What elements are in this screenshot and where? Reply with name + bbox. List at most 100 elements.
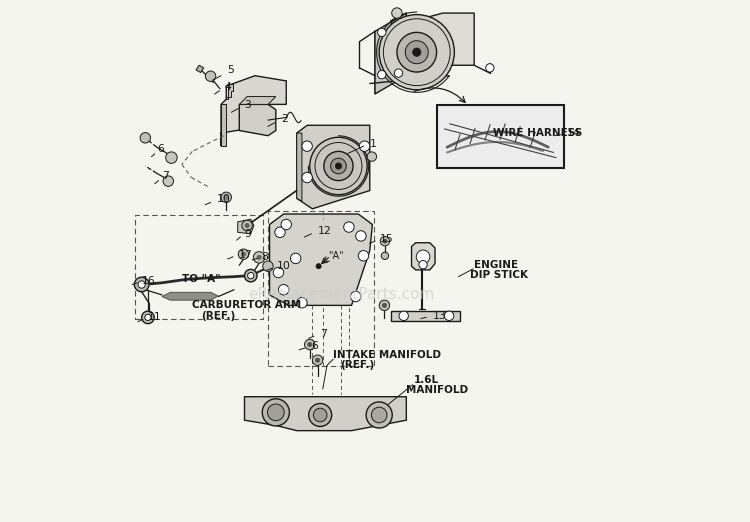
Circle shape [274, 227, 285, 238]
Circle shape [273, 267, 284, 278]
Circle shape [278, 284, 289, 295]
Circle shape [358, 251, 369, 261]
Circle shape [371, 407, 387, 423]
Text: 9: 9 [244, 229, 251, 239]
Polygon shape [239, 97, 276, 104]
Circle shape [138, 281, 146, 288]
Circle shape [405, 41, 428, 64]
Polygon shape [375, 13, 474, 94]
Text: DIP STICK: DIP STICK [470, 270, 528, 280]
Circle shape [399, 311, 409, 321]
Circle shape [324, 151, 353, 181]
Circle shape [224, 195, 229, 200]
Circle shape [356, 231, 366, 241]
Polygon shape [238, 219, 254, 234]
Circle shape [262, 399, 290, 426]
Circle shape [413, 48, 421, 56]
Text: WIRE HARNESS: WIRE HARNESS [493, 128, 582, 138]
Text: 10: 10 [217, 194, 231, 205]
Polygon shape [196, 65, 204, 73]
Circle shape [350, 291, 361, 302]
Text: 6: 6 [310, 340, 318, 351]
Circle shape [380, 300, 389, 311]
Polygon shape [162, 292, 218, 300]
Circle shape [221, 192, 232, 203]
Text: 3: 3 [244, 100, 251, 111]
Circle shape [262, 261, 273, 271]
Polygon shape [297, 125, 370, 209]
Circle shape [335, 163, 341, 169]
Circle shape [244, 269, 257, 282]
Text: 14: 14 [567, 128, 580, 138]
Text: 6: 6 [157, 144, 164, 155]
Polygon shape [221, 76, 286, 146]
Text: 16: 16 [142, 276, 156, 286]
Text: 7: 7 [163, 171, 170, 182]
Circle shape [145, 314, 151, 321]
Text: (REF.): (REF.) [201, 311, 236, 321]
Circle shape [134, 277, 149, 292]
Polygon shape [239, 104, 276, 136]
Circle shape [394, 69, 403, 77]
Text: 17: 17 [238, 250, 253, 260]
Circle shape [366, 402, 392, 428]
Text: "A": "A" [328, 251, 344, 261]
Text: 4: 4 [225, 82, 232, 92]
Circle shape [377, 70, 386, 79]
Circle shape [302, 172, 312, 183]
Polygon shape [375, 13, 406, 94]
Circle shape [142, 311, 154, 324]
Circle shape [312, 355, 322, 365]
Text: 11: 11 [148, 312, 161, 322]
Circle shape [254, 252, 265, 263]
Circle shape [381, 252, 388, 259]
Circle shape [140, 133, 151, 143]
Circle shape [382, 239, 387, 243]
Circle shape [445, 311, 454, 321]
Circle shape [316, 358, 320, 362]
Circle shape [316, 264, 321, 269]
Circle shape [397, 32, 436, 72]
Circle shape [392, 8, 402, 18]
Circle shape [242, 220, 252, 231]
Circle shape [359, 141, 370, 151]
Circle shape [290, 253, 301, 264]
Text: 5: 5 [227, 65, 234, 76]
Circle shape [486, 64, 494, 72]
Circle shape [382, 303, 386, 307]
Circle shape [308, 342, 312, 347]
Circle shape [380, 236, 389, 246]
Text: 1: 1 [370, 138, 376, 149]
Polygon shape [297, 133, 302, 201]
Circle shape [206, 71, 216, 81]
Text: (REF.): (REF.) [340, 360, 375, 371]
Circle shape [304, 339, 315, 350]
Polygon shape [244, 397, 406, 431]
Polygon shape [391, 311, 460, 321]
Circle shape [245, 223, 249, 228]
Polygon shape [269, 214, 373, 305]
Circle shape [368, 152, 376, 161]
Text: 7: 7 [320, 329, 326, 339]
Circle shape [297, 298, 307, 308]
Polygon shape [221, 104, 226, 146]
Text: TO "A": TO "A" [182, 274, 220, 284]
Circle shape [163, 176, 173, 186]
Circle shape [344, 222, 354, 232]
Polygon shape [226, 84, 233, 99]
Text: 8: 8 [261, 252, 268, 262]
Text: ENGINE: ENGINE [474, 259, 518, 270]
Circle shape [314, 408, 327, 422]
Text: 10: 10 [277, 261, 291, 271]
Bar [436, 105, 564, 168]
Circle shape [257, 255, 261, 259]
Circle shape [331, 158, 346, 174]
Text: CARBURETOR ARM: CARBURETOR ARM [192, 300, 302, 311]
Text: 2: 2 [281, 114, 288, 124]
Circle shape [238, 249, 249, 259]
Circle shape [268, 404, 284, 421]
Text: 13: 13 [433, 311, 446, 321]
Text: INTAKE MANIFOLD: INTAKE MANIFOLD [333, 350, 441, 360]
Circle shape [166, 152, 177, 163]
Text: 1.6L: 1.6L [414, 375, 439, 385]
